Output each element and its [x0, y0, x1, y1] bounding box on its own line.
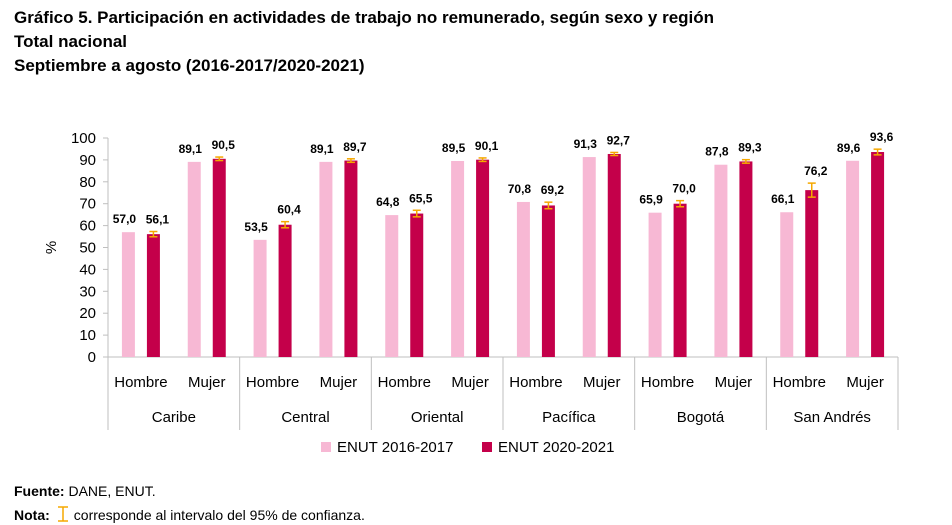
bar-enut-2020-2021	[476, 159, 490, 357]
y-tick-label: 0	[88, 349, 96, 366]
data-label-2016-2017: 57,0	[113, 212, 137, 226]
y-tick-label: 10	[79, 327, 96, 344]
data-label-2020-2021: 89,7	[343, 140, 367, 154]
y-axis-label: %	[43, 241, 60, 254]
bar-enut-2020-2021	[146, 234, 160, 357]
bar-enut-2020-2021	[673, 203, 687, 357]
y-tick-label: 100	[71, 130, 96, 147]
x-category-label: Hombre	[509, 374, 562, 391]
x-category-label: Hombre	[378, 374, 431, 391]
data-label-2020-2021: 76,2	[804, 164, 828, 178]
bar-chart: 0 10 20 30 40 50 60 70 80 90 100% 57,0 56,1 Hombre 89,…	[43, 130, 899, 456]
x-group-label: Bogotá	[677, 409, 725, 426]
x-category-label: Mujer	[583, 374, 621, 391]
x-category-label: Mujer	[451, 374, 489, 391]
bar-enut-2020-2021	[739, 161, 753, 357]
data-label-2016-2017: 87,8	[705, 145, 729, 159]
y-tick-label: 70	[79, 196, 96, 213]
y-tick-label: 90	[79, 152, 96, 169]
x-category-label: Hombre	[641, 374, 694, 391]
bar-enut-2020-2021	[278, 224, 292, 357]
y-tick-label: 30	[79, 283, 96, 300]
data-label-2016-2017: 89,1	[179, 142, 203, 156]
bar-enut-2016-2017	[846, 160, 860, 357]
x-group-label: Central	[281, 409, 329, 426]
data-label-2020-2021: 69,2	[541, 183, 565, 197]
bar-enut-2020-2021	[410, 213, 424, 357]
note-label: Nota:	[14, 507, 50, 523]
legend-swatch-2016-2017	[321, 442, 331, 452]
x-category-label: Hombre	[114, 374, 167, 391]
bar-enut-2016-2017	[516, 201, 530, 357]
data-label-2016-2017: 66,1	[771, 192, 795, 206]
bar-enut-2016-2017	[648, 212, 662, 357]
x-group-label: San Andrés	[793, 409, 871, 426]
chart-title-block: Gráfico 5. Participación en actividades …	[14, 6, 714, 78]
x-group-label: Caribe	[152, 409, 196, 426]
y-tick-label: 80	[79, 174, 96, 191]
bar-enut-2016-2017	[187, 161, 201, 357]
x-category-label: Mujer	[188, 374, 226, 391]
data-label-2016-2017: 64,8	[376, 195, 400, 209]
legend-label-2020-2021: ENUT 2020-2021	[498, 439, 614, 456]
chart-subtitle-period: Septiembre a agosto (2016-2017/2020-2021…	[14, 56, 365, 75]
bar-enut-2016-2017	[780, 212, 794, 357]
bar-enut-2020-2021	[344, 160, 358, 357]
bar-enut-2016-2017	[385, 215, 399, 357]
bar-enut-2016-2017	[253, 239, 267, 357]
y-tick-label: 40	[79, 261, 96, 278]
y-tick-label: 50	[79, 240, 96, 257]
data-label-2016-2017: 91,3	[574, 137, 598, 151]
chart-subtitle-scope: Total nacional	[14, 32, 128, 51]
data-label-2020-2021: 60,4	[277, 203, 301, 217]
data-label-2020-2021: 90,5	[212, 138, 236, 152]
error-bar-icon	[56, 506, 70, 525]
y-tick-label: 60	[79, 218, 96, 235]
source-text: DANE, ENUT.	[68, 483, 156, 499]
bar-enut-2020-2021	[212, 158, 226, 357]
bar-enut-2016-2017	[582, 157, 596, 357]
data-label-2020-2021: 90,1	[475, 139, 499, 153]
data-label-2016-2017: 89,6	[837, 141, 861, 155]
chart-title: Gráfico 5. Participación en actividades …	[14, 8, 715, 27]
source-note: Fuente: DANE, ENUT.	[14, 483, 156, 499]
x-group-label: Pacífica	[542, 409, 596, 426]
note-text: corresponde al intervalo del 95% de conf…	[73, 507, 365, 523]
x-category-label: Hombre	[773, 374, 826, 391]
data-label-2020-2021: 89,3	[738, 141, 762, 155]
x-category-label: Mujer	[320, 374, 358, 391]
data-label-2020-2021: 56,1	[146, 213, 170, 227]
confidence-note: Nota: corresponde al intervalo del 95% de…	[14, 506, 365, 525]
data-label-2016-2017: 89,1	[310, 142, 334, 156]
bar-enut-2020-2021	[871, 152, 885, 357]
data-label-2020-2021: 93,6	[870, 130, 894, 144]
bar-enut-2020-2021	[541, 205, 555, 357]
data-label-2016-2017: 53,5	[244, 220, 268, 234]
bar-enut-2016-2017	[121, 232, 135, 357]
data-label-2020-2021: 65,5	[409, 191, 433, 205]
data-label-2016-2017: 70,8	[508, 182, 532, 196]
legend-label-2016-2017: ENUT 2016-2017	[337, 439, 453, 456]
bar-enut-2016-2017	[714, 164, 728, 357]
bar-enut-2016-2017	[319, 161, 333, 357]
bar-enut-2020-2021	[607, 153, 621, 357]
bar-enut-2016-2017	[451, 160, 465, 357]
x-category-label: Hombre	[246, 374, 299, 391]
source-label: Fuente:	[14, 483, 65, 499]
data-label-2016-2017: 89,5	[442, 141, 466, 155]
y-tick-label: 20	[79, 305, 96, 322]
x-group-label: Oriental	[411, 409, 464, 426]
bar-enut-2020-2021	[805, 190, 819, 357]
data-label-2020-2021: 70,0	[672, 182, 696, 196]
data-label-2016-2017: 65,9	[639, 193, 663, 207]
data-label-2020-2021: 92,7	[607, 133, 631, 147]
legend-swatch-2020-2021	[482, 442, 492, 452]
x-category-label: Mujer	[715, 374, 753, 391]
x-category-label: Mujer	[846, 374, 884, 391]
